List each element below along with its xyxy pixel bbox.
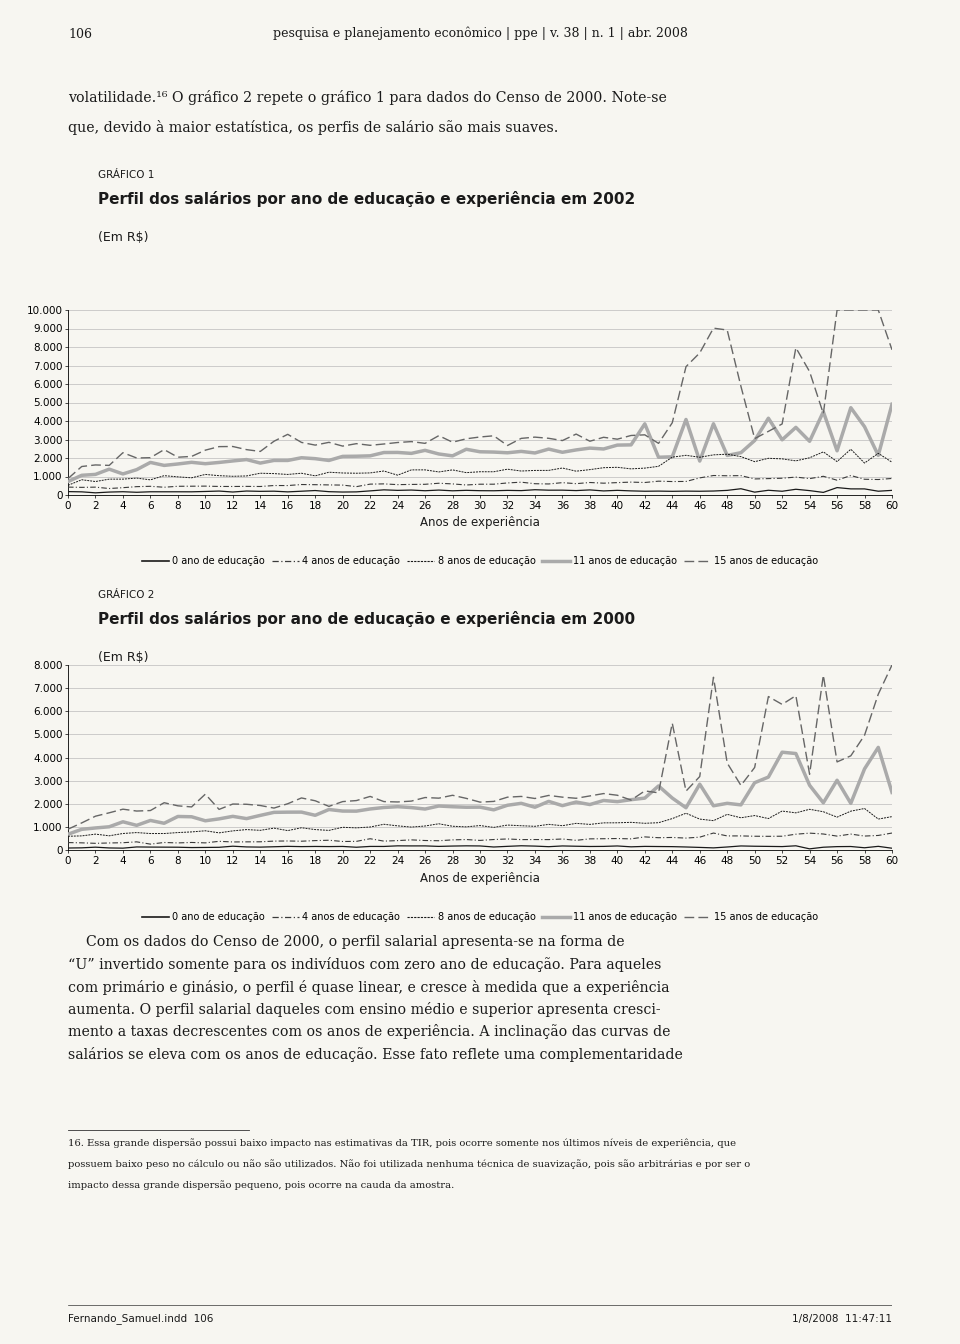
Text: aumenta. O perfil salarial daqueles com ensino médio e superior apresenta cresci: aumenta. O perfil salarial daqueles com … bbox=[68, 1001, 660, 1017]
Text: GRÁFICO 2: GRÁFICO 2 bbox=[98, 590, 155, 599]
Text: (Em R$): (Em R$) bbox=[98, 231, 149, 243]
Text: volatilidade.¹⁶ O gráfico 2 repete o gráfico 1 para dados do Censo de 2000. Note: volatilidade.¹⁶ O gráfico 2 repete o grá… bbox=[68, 90, 667, 105]
Legend: 0 ano de educação, 4 anos de educação, 8 anos de educação, 11 anos de educação, : 0 ano de educação, 4 anos de educação, 8… bbox=[137, 909, 823, 926]
Text: Com os dados do Censo de 2000, o perfil salarial apresenta-se na forma de: Com os dados do Censo de 2000, o perfil … bbox=[68, 935, 625, 949]
Text: (Em R$): (Em R$) bbox=[98, 650, 149, 664]
Text: salários se eleva com os anos de educação. Esse fato reflete uma complementarida: salários se eleva com os anos de educaçã… bbox=[68, 1047, 683, 1062]
Text: que, devido à maior estatística, os perfis de salário são mais suaves.: que, devido à maior estatística, os perf… bbox=[68, 120, 559, 136]
Text: Perfil dos salários por ano de educação e experiência em 2000: Perfil dos salários por ano de educação … bbox=[98, 612, 636, 628]
Text: 16. Essa grande dispersão possui baixo impacto nas estimativas da TIR, pois ocor: 16. Essa grande dispersão possui baixo i… bbox=[68, 1138, 736, 1148]
Text: mento a taxas decrescentes com os anos de experiência. A inclinação das curvas d: mento a taxas decrescentes com os anos d… bbox=[68, 1024, 670, 1039]
Text: 106: 106 bbox=[68, 27, 92, 40]
Text: Fernando_Samuel.indd  106: Fernando_Samuel.indd 106 bbox=[68, 1313, 213, 1324]
Text: GRÁFICO 1: GRÁFICO 1 bbox=[98, 169, 155, 180]
Text: Anos de experiência: Anos de experiência bbox=[420, 516, 540, 530]
Legend: 0 ano de educação, 4 anos de educação, 8 anos de educação, 11 anos de educação, : 0 ano de educação, 4 anos de educação, 8… bbox=[137, 552, 823, 570]
Text: com primário e ginásio, o perfil é quase linear, e cresce à medida que a experiê: com primário e ginásio, o perfil é quase… bbox=[68, 980, 669, 995]
Text: possuem baixo peso no cálculo ou não são utilizados. Não foi utilizada nenhuma t: possuem baixo peso no cálculo ou não são… bbox=[68, 1160, 751, 1169]
Text: impacto dessa grande dispersão pequeno, pois ocorre na cauda da amostra.: impacto dessa grande dispersão pequeno, … bbox=[68, 1180, 454, 1191]
Text: 1/8/2008  11:47:11: 1/8/2008 11:47:11 bbox=[792, 1314, 892, 1324]
Text: Perfil dos salários por ano de educação e experiência em 2002: Perfil dos salários por ano de educação … bbox=[98, 191, 636, 207]
Text: “U” invertido somente para os indivíduos com zero ano de educação. Para aqueles: “U” invertido somente para os indivíduos… bbox=[68, 957, 661, 972]
Text: Anos de experiência: Anos de experiência bbox=[420, 872, 540, 884]
Text: pesquisa e planejamento econômico | ppe | v. 38 | n. 1 | abr. 2008: pesquisa e planejamento econômico | ppe … bbox=[273, 27, 687, 40]
